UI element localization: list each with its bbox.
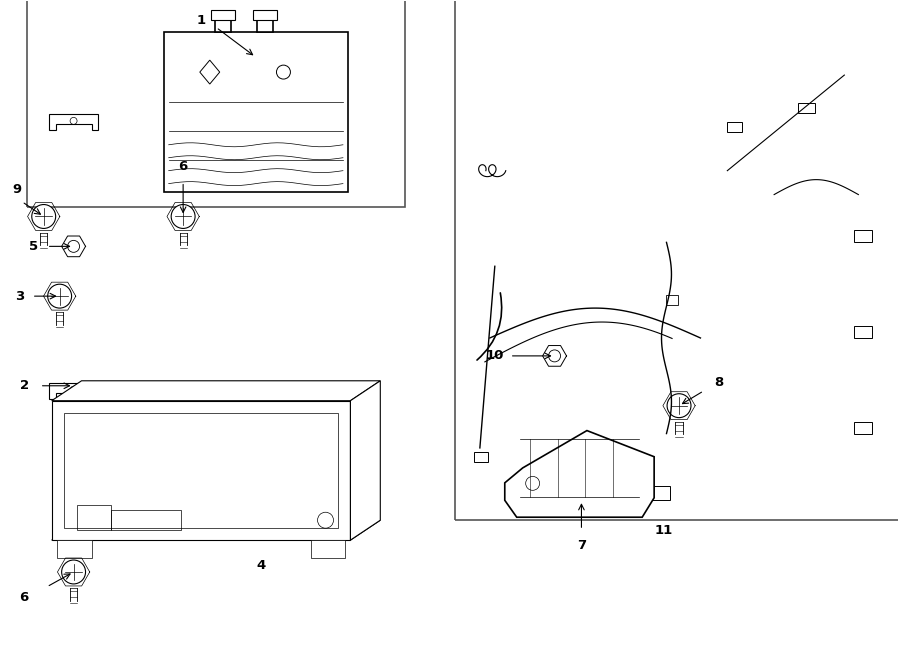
Bar xyxy=(474,452,488,462)
Circle shape xyxy=(276,65,291,79)
Bar xyxy=(854,326,871,338)
Polygon shape xyxy=(200,60,220,84)
Polygon shape xyxy=(51,381,381,401)
Bar xyxy=(257,15,273,32)
Text: 11: 11 xyxy=(655,524,673,537)
Text: 7: 7 xyxy=(577,539,586,551)
Bar xyxy=(648,486,670,500)
Polygon shape xyxy=(51,520,381,540)
Text: 9: 9 xyxy=(13,183,22,196)
Bar xyxy=(667,295,679,305)
Bar xyxy=(310,540,346,558)
Polygon shape xyxy=(543,346,566,366)
Bar xyxy=(455,0,900,520)
Circle shape xyxy=(667,394,691,418)
Polygon shape xyxy=(49,383,98,399)
Text: 2: 2 xyxy=(20,379,30,392)
Circle shape xyxy=(48,284,72,308)
Bar xyxy=(854,422,871,434)
Bar xyxy=(854,231,871,243)
Text: 8: 8 xyxy=(715,376,724,389)
Polygon shape xyxy=(350,381,381,540)
Text: 6: 6 xyxy=(178,160,188,173)
Polygon shape xyxy=(61,236,86,256)
Text: 5: 5 xyxy=(29,240,39,253)
Text: 3: 3 xyxy=(15,290,24,303)
Bar xyxy=(215,15,230,32)
Text: 10: 10 xyxy=(486,350,504,362)
Bar xyxy=(76,505,112,530)
Text: 6: 6 xyxy=(19,592,29,604)
Polygon shape xyxy=(505,430,654,517)
Text: 1: 1 xyxy=(196,14,205,27)
Polygon shape xyxy=(51,401,350,540)
Bar xyxy=(253,11,277,20)
Bar xyxy=(64,412,338,528)
Bar xyxy=(211,11,235,20)
Circle shape xyxy=(32,204,56,229)
Bar xyxy=(112,510,181,530)
Bar xyxy=(797,103,815,113)
Text: 4: 4 xyxy=(256,559,266,572)
Bar xyxy=(27,0,405,206)
Bar xyxy=(727,122,742,132)
Circle shape xyxy=(171,204,195,229)
Bar xyxy=(57,540,92,558)
Polygon shape xyxy=(49,114,98,130)
Circle shape xyxy=(61,560,86,584)
Bar xyxy=(164,32,348,192)
